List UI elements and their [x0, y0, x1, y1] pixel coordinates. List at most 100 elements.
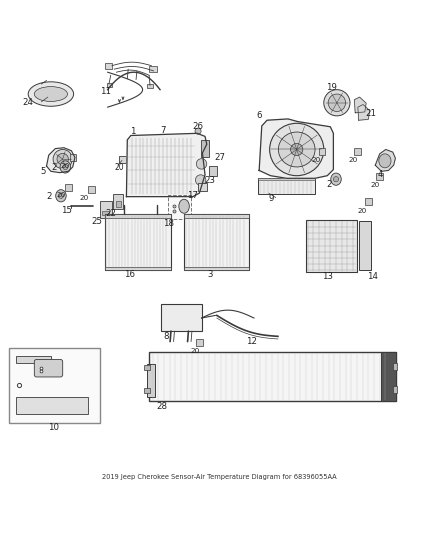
Text: 20: 20 [191, 348, 200, 354]
Text: 1: 1 [130, 127, 135, 136]
Bar [105, 266, 171, 270]
Bar [201, 140, 208, 157]
Ellipse shape [28, 82, 74, 106]
Ellipse shape [63, 164, 68, 169]
Bar [9, 348, 100, 423]
Text: 24: 24 [22, 98, 33, 107]
Ellipse shape [57, 154, 68, 165]
Bar [149, 66, 157, 72]
Bar [88, 186, 95, 193]
Bar [184, 214, 249, 270]
Bar [168, 195, 191, 220]
Text: 20: 20 [61, 163, 70, 169]
Polygon shape [127, 133, 207, 197]
Bar [306, 220, 357, 272]
Text: 5: 5 [41, 167, 46, 176]
Ellipse shape [34, 87, 67, 101]
Text: 23: 23 [205, 175, 216, 184]
Bar [147, 364, 155, 398]
Text: 14: 14 [367, 272, 378, 280]
Text: 2: 2 [47, 192, 53, 201]
Ellipse shape [53, 149, 72, 169]
Text: 20: 20 [349, 157, 358, 164]
Ellipse shape [196, 159, 207, 169]
Ellipse shape [195, 175, 206, 185]
Text: 6: 6 [256, 111, 262, 120]
Bar [102, 211, 110, 215]
Bar [119, 156, 126, 163]
Text: 26: 26 [193, 122, 204, 131]
Bar [381, 352, 396, 401]
Bar [105, 214, 171, 217]
Bar [354, 148, 361, 155]
Bar [144, 365, 150, 370]
Bar [161, 304, 201, 331]
Bar [198, 183, 207, 191]
Text: 2: 2 [51, 163, 57, 172]
Text: 28: 28 [156, 402, 167, 411]
Text: 22: 22 [105, 209, 116, 218]
Ellipse shape [279, 132, 315, 167]
Text: 7: 7 [160, 126, 166, 135]
Text: 20: 20 [80, 195, 89, 201]
Text: 20: 20 [311, 157, 321, 164]
Text: 10: 10 [49, 423, 60, 432]
Text: 21: 21 [365, 109, 376, 118]
Ellipse shape [331, 173, 341, 185]
Bar [144, 388, 150, 393]
Text: 17: 17 [187, 191, 198, 200]
Text: 16: 16 [124, 270, 134, 279]
Ellipse shape [379, 154, 391, 168]
Text: 12: 12 [246, 337, 257, 346]
Bar [100, 201, 112, 217]
Polygon shape [375, 149, 396, 171]
Bar [184, 214, 249, 217]
Bar [258, 178, 315, 181]
Ellipse shape [60, 161, 71, 173]
Polygon shape [354, 97, 366, 113]
Bar [116, 201, 121, 207]
Text: 25: 25 [91, 217, 102, 227]
Bar [209, 166, 217, 176]
Text: 4: 4 [378, 171, 383, 179]
Bar [376, 173, 383, 180]
Text: 9: 9 [268, 195, 274, 203]
Bar [148, 84, 152, 88]
Bar [107, 83, 113, 87]
Bar [105, 214, 171, 270]
Text: 3: 3 [208, 270, 213, 279]
Bar [16, 397, 88, 414]
Bar [105, 63, 113, 69]
Text: 11: 11 [100, 87, 111, 96]
Text: 20: 20 [115, 163, 124, 172]
Bar [196, 339, 203, 346]
Text: 13: 13 [322, 272, 333, 280]
Text: 27: 27 [214, 153, 226, 162]
Text: 2: 2 [326, 180, 332, 189]
Text: 20: 20 [371, 182, 380, 188]
Ellipse shape [179, 199, 189, 213]
Ellipse shape [58, 193, 64, 198]
Text: 18: 18 [163, 219, 174, 228]
Bar [393, 364, 397, 370]
Bar [65, 183, 72, 190]
Ellipse shape [270, 123, 324, 176]
Text: 8: 8 [163, 332, 169, 341]
Bar [258, 178, 315, 195]
Text: 2019 Jeep Cherokee Sensor-Air Temperature Diagram for 68396055AA: 2019 Jeep Cherokee Sensor-Air Temperatur… [102, 473, 336, 480]
Bar [318, 148, 325, 155]
Text: 19: 19 [326, 83, 337, 92]
Polygon shape [358, 104, 370, 120]
Polygon shape [46, 148, 75, 173]
Text: 15: 15 [61, 206, 72, 215]
Ellipse shape [195, 128, 201, 134]
FancyBboxPatch shape [34, 359, 63, 377]
Bar [184, 266, 249, 270]
Bar [359, 221, 371, 270]
Ellipse shape [333, 176, 339, 182]
Ellipse shape [56, 190, 66, 202]
Bar [149, 352, 396, 401]
Text: 20: 20 [57, 192, 66, 198]
Bar [16, 356, 51, 364]
Text: 20: 20 [357, 208, 367, 214]
